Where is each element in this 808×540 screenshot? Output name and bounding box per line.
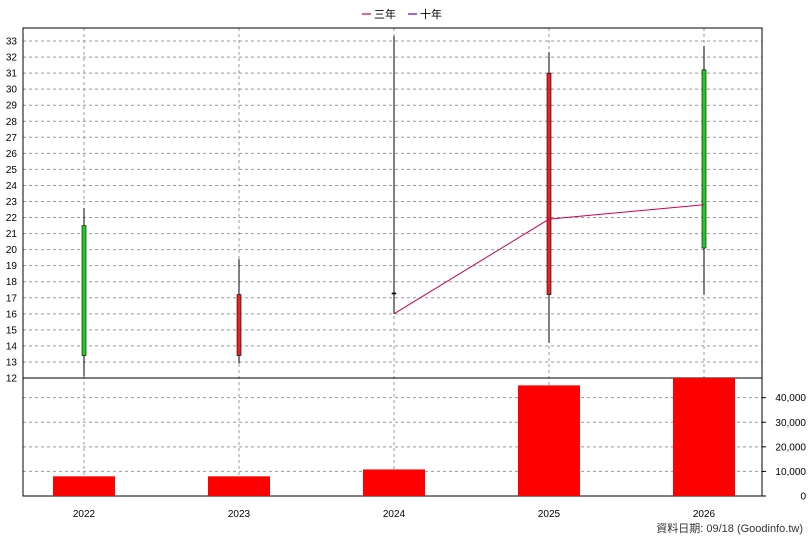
- price-tick-label: 15: [6, 325, 18, 336]
- volume-tick-label: 0: [800, 492, 806, 503]
- volume-tick-label: 30,000: [775, 418, 806, 429]
- price-tick-label: 19: [6, 261, 18, 272]
- legend-label: 十年: [420, 7, 442, 21]
- price-tick-label: 25: [6, 165, 18, 176]
- candle-body: [546, 72, 552, 295]
- source-note: 資料日期: 09/18 (Goodinfo.tw): [656, 521, 803, 535]
- price-tick-label: 28: [6, 117, 18, 128]
- x-tick-label: 2023: [228, 509, 251, 520]
- series-line: [393, 204, 705, 315]
- price-tick-label: 16: [6, 309, 18, 320]
- price-tick-label: 12: [6, 374, 18, 385]
- price-tick-label: 31: [6, 69, 18, 80]
- volume-bars: [53, 378, 735, 496]
- price-tick-label: 18: [6, 277, 18, 288]
- price-panel-frame: [22, 27, 763, 379]
- price-tick-label: 24: [6, 181, 18, 192]
- volume-bar: [518, 385, 580, 496]
- price-tick-label: 22: [6, 213, 18, 224]
- candles: [81, 36, 707, 377]
- price-tick-label: 30: [6, 85, 18, 96]
- x-tick-label: 2026: [693, 509, 716, 520]
- price-tick-label: 17: [6, 293, 18, 304]
- x-tick-label: 2025: [538, 509, 561, 520]
- x-tick-label: 2024: [383, 509, 406, 520]
- price-tick-label: 27: [6, 133, 18, 144]
- axis-labels: 12 13 14 15 16 17 18 19 20 21 22 23 24 25 26 27 28 29 30 31…: [6, 37, 807, 520]
- volume-tick-label: 40,000: [775, 393, 806, 404]
- candle-body: [391, 292, 397, 295]
- gridlines: [23, 28, 762, 496]
- volume-tick-label: 20,000: [775, 442, 806, 453]
- price-tick-label: 23: [6, 197, 18, 208]
- price-tick-label: 32: [6, 53, 18, 64]
- candle-body: [81, 225, 87, 356]
- volume-bar: [53, 476, 115, 496]
- volume-bar: [363, 469, 425, 496]
- price-tick-label: 33: [6, 37, 18, 48]
- price-tick-label: 20: [6, 245, 18, 256]
- price-tick-label: 13: [6, 357, 18, 368]
- volume-tick-label: 10,000: [775, 467, 806, 478]
- price-tick-label: 21: [6, 229, 18, 240]
- volume-bar: [673, 378, 735, 496]
- price-tick-label: 14: [6, 341, 18, 352]
- legend: 三年 十年: [362, 7, 442, 21]
- candle-body: [236, 294, 242, 356]
- legend-label: 三年: [374, 7, 396, 21]
- average-lines: [393, 204, 705, 315]
- price-tick-label: 29: [6, 101, 18, 112]
- x-tick-label: 2022: [73, 509, 96, 520]
- price-tick-label: 26: [6, 149, 18, 160]
- candle-body: [701, 69, 707, 249]
- volume-bar: [208, 476, 270, 496]
